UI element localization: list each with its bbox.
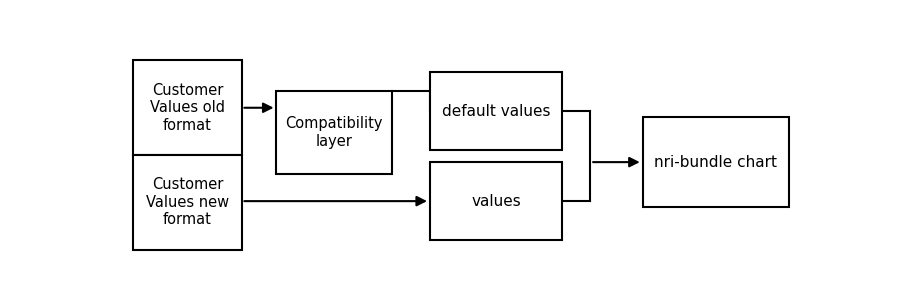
FancyBboxPatch shape <box>430 72 562 150</box>
Text: Compatibility
layer: Compatibility layer <box>285 116 382 149</box>
FancyBboxPatch shape <box>430 162 562 240</box>
FancyBboxPatch shape <box>276 91 392 174</box>
Text: Customer
Values old
format: Customer Values old format <box>150 83 225 133</box>
Text: Customer
Values new
format: Customer Values new format <box>146 177 229 227</box>
FancyBboxPatch shape <box>133 155 241 250</box>
Text: values: values <box>472 194 521 209</box>
FancyBboxPatch shape <box>133 60 241 155</box>
FancyBboxPatch shape <box>643 117 789 207</box>
Text: nri-bundle chart: nri-bundle chart <box>654 155 778 170</box>
Text: default values: default values <box>442 104 551 119</box>
